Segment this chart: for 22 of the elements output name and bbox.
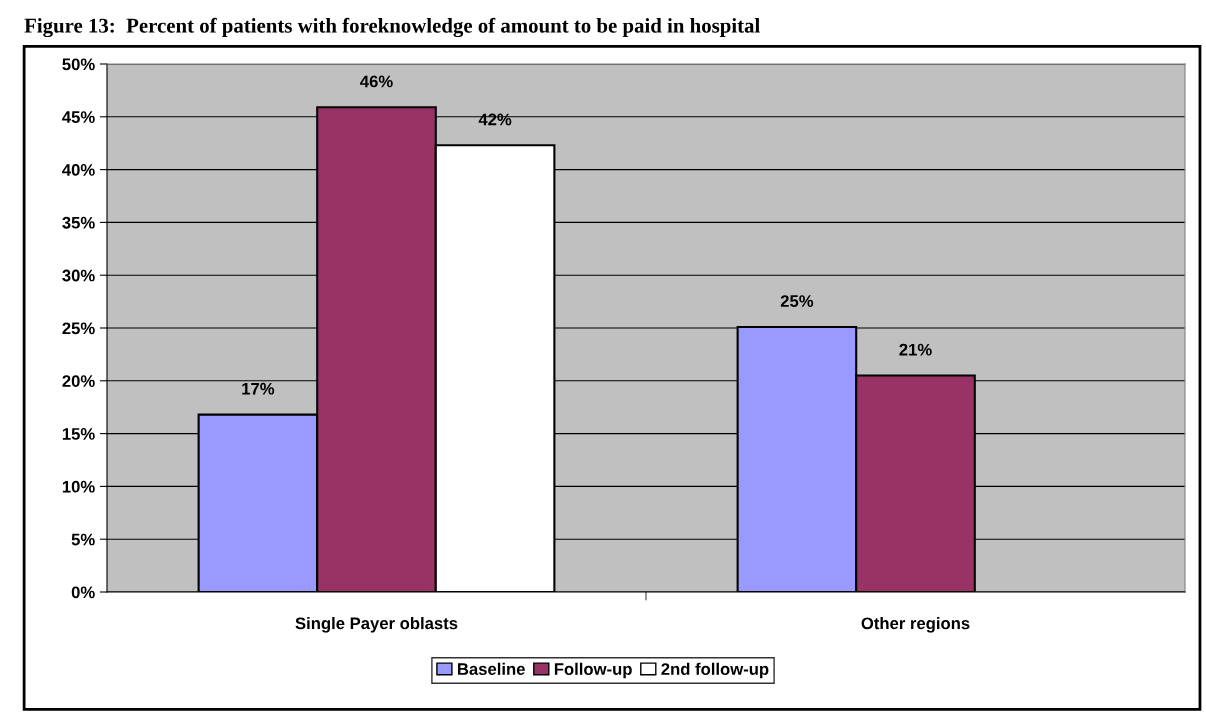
data-label: 42%: [478, 113, 512, 126]
legend-label: Baseline: [458, 662, 525, 675]
y-tick-label: 15%: [62, 428, 95, 440]
chart-title: Figure 13: Percent of patients with foreknowledge of amount to be paid in hospital: [24, 17, 760, 38]
data-label: 46%: [360, 75, 393, 88]
y-tick-label: 30%: [62, 269, 95, 282]
y-tick-label: 0%: [71, 586, 95, 599]
y-tick-label: 45%: [62, 111, 95, 123]
legend-label: 2nd follow-up: [661, 662, 769, 679]
y-tick-label: 25%: [62, 322, 95, 335]
y-tick-label: 35%: [62, 216, 95, 229]
y-tick-label: 50%: [62, 58, 95, 71]
y-tick-label: 10%: [62, 480, 95, 493]
legend-label: Follow-up: [554, 662, 632, 679]
data-label: 25%: [780, 295, 814, 307]
data-label: 21%: [899, 343, 932, 356]
y-tick-label: 5%: [71, 533, 95, 546]
x-tick-label: Single Payer oblasts: [295, 617, 458, 633]
data-label: 17%: [242, 382, 275, 395]
y-tick-label: 20%: [62, 375, 95, 387]
x-tick-label: Other regions: [861, 617, 970, 633]
y-tick-label: 40%: [62, 164, 95, 176]
